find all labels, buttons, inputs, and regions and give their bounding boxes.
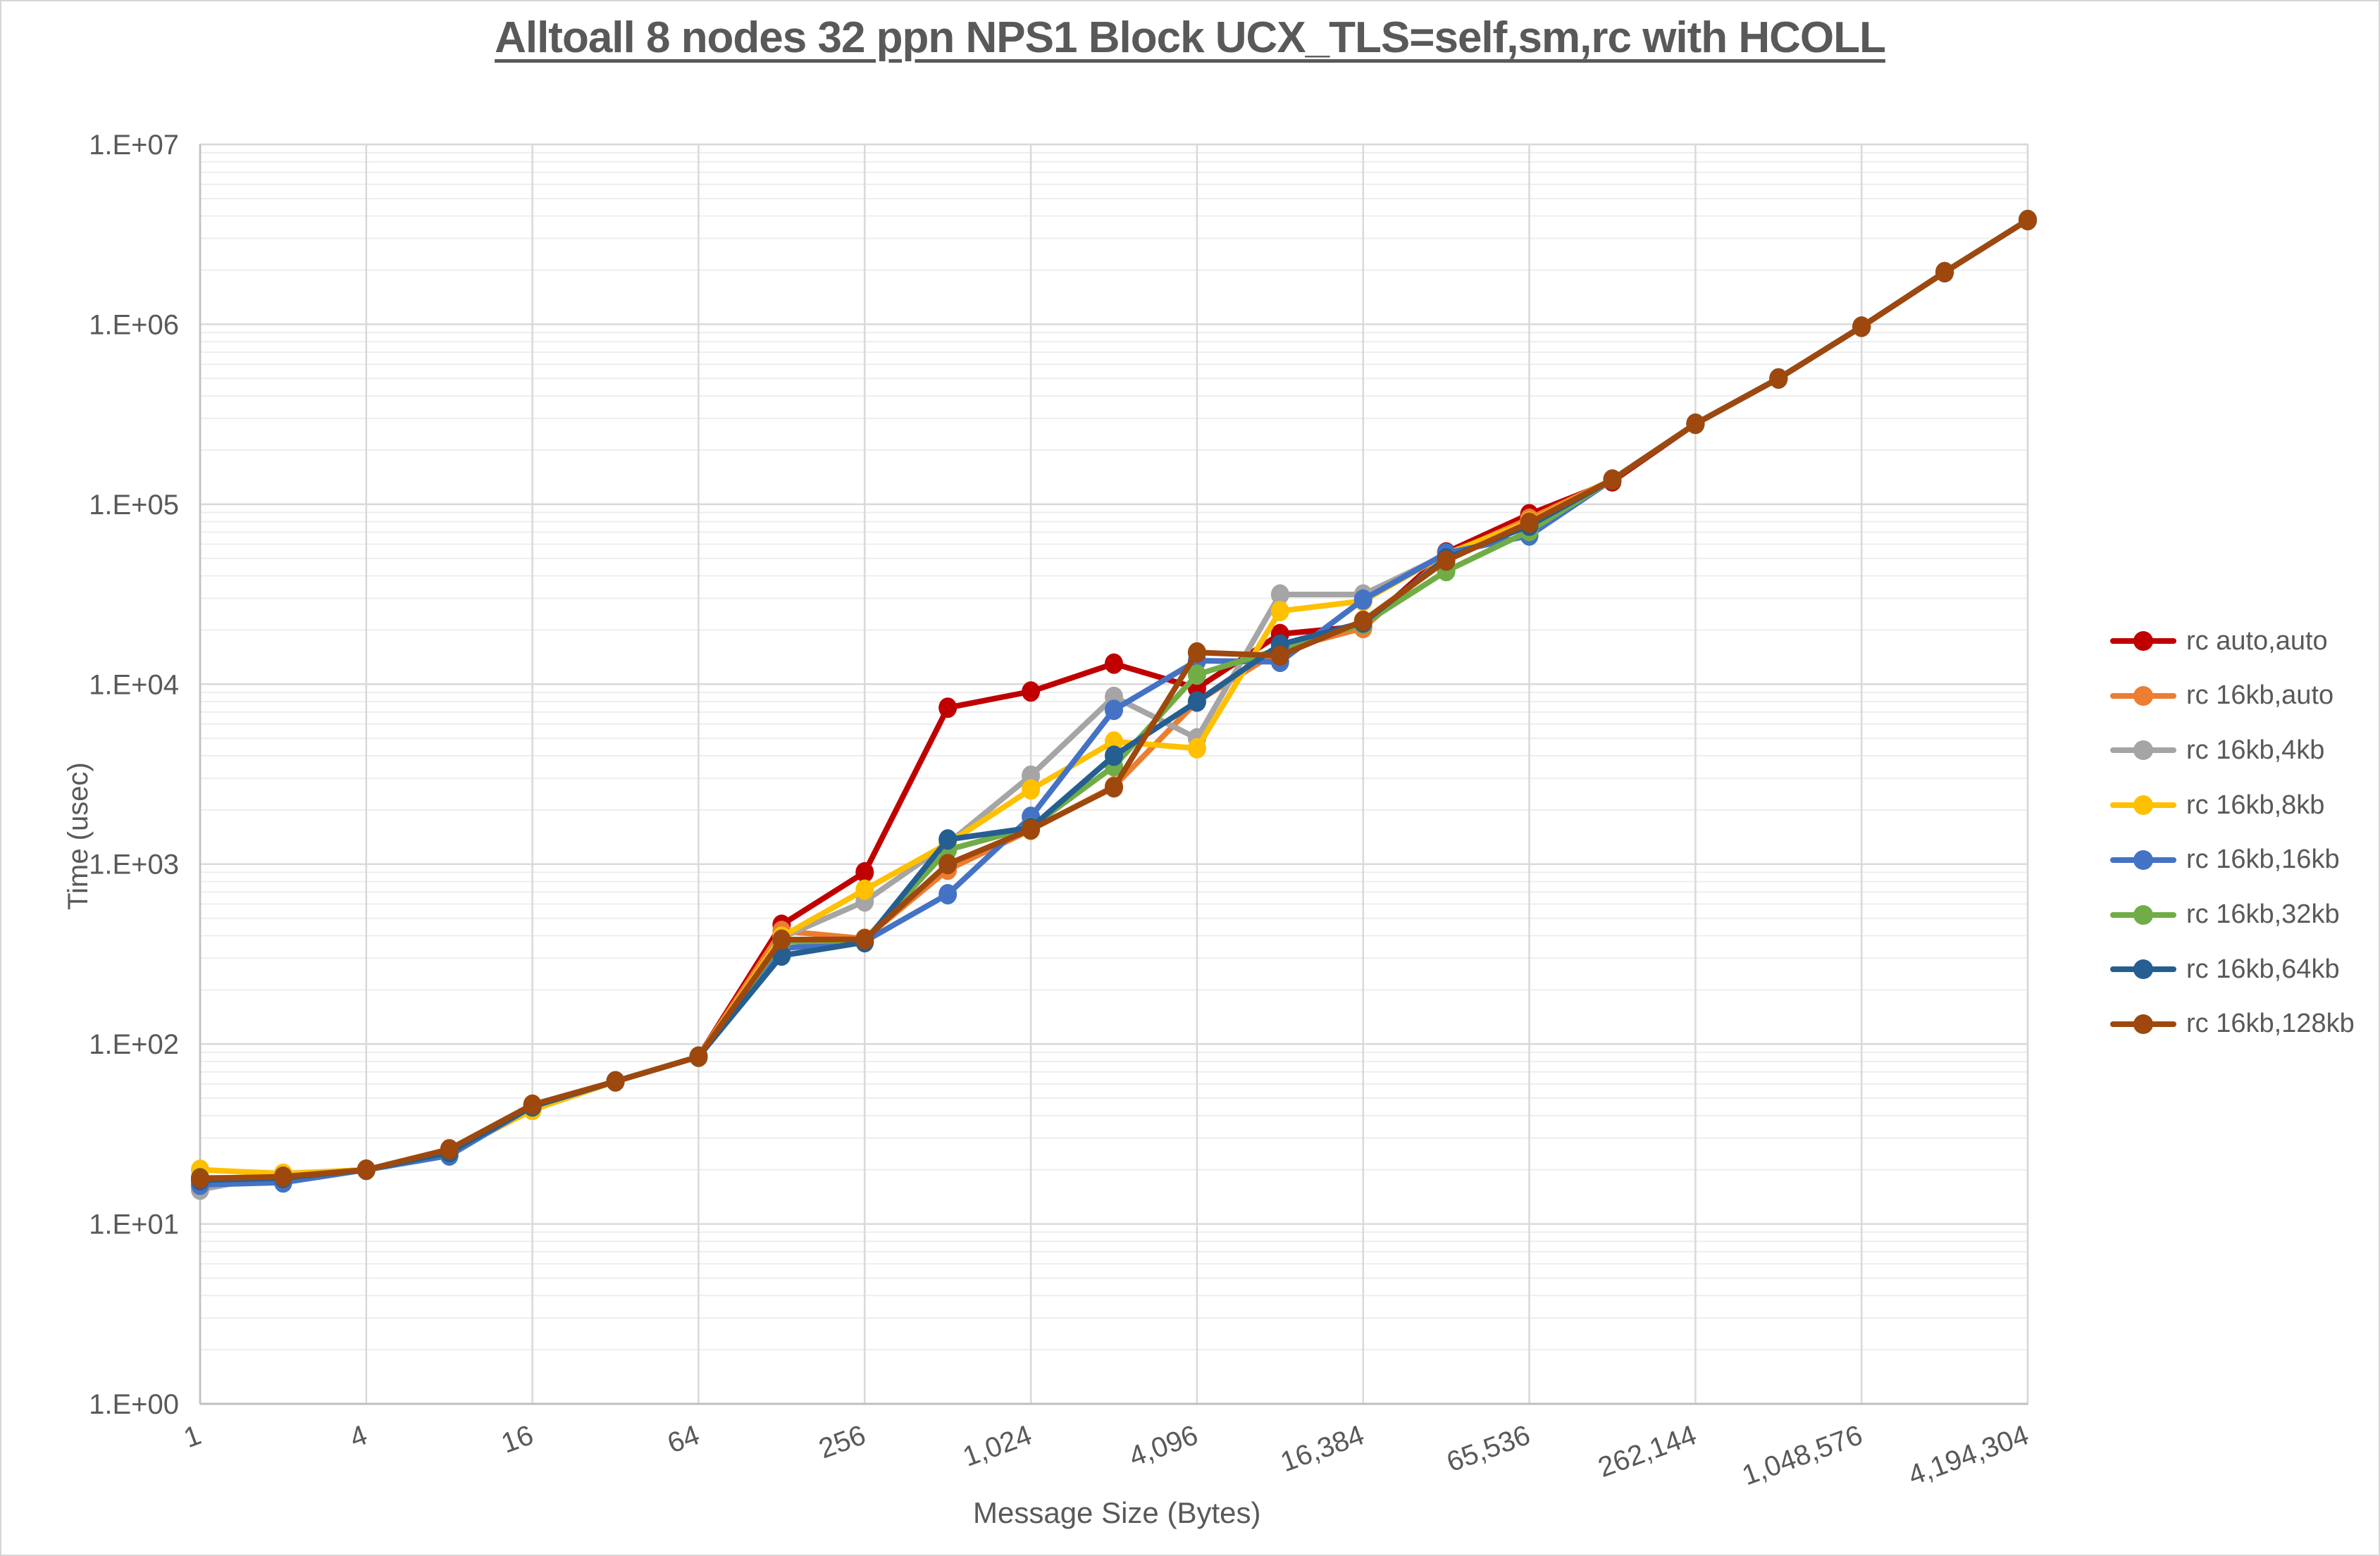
legend-marker-icon-rc-16kb-64kb [2110,954,2181,985]
x-tick-label-4: 4 [346,1419,371,1454]
x-tick-label-16-384: 16,384 [1277,1419,1368,1478]
x-tick-label-64: 64 [664,1419,704,1459]
legend-item-rc-16kb-32kb: rc 16kb,32kb [2110,900,2340,931]
data-point-rc-16kb-16kb-512 [938,883,957,904]
y-tick-label-3: 1.E+03 [89,849,179,880]
data-point-rc-16kb-128kb-65536 [1520,512,1539,533]
data-point-rc-16kb-64kb-4096 [1187,691,1206,712]
data-point-rc-16kb-128kb-1024 [1022,819,1041,840]
y-tick-label-5: 1.E+05 [89,490,179,521]
series-rc-16kb-16kb [191,209,2037,1195]
data-point-rc-16kb-128kb-524288 [1769,368,1788,389]
data-point-rc-auto-auto-256 [855,861,874,883]
data-point-rc-16kb-128kb-8 [440,1139,459,1160]
x-tick-label-65-536: 65,536 [1443,1419,1535,1478]
chart-title: Alltoall 8 nodes 32 ppn NPS1 Block UCX_T… [495,13,1886,62]
y-tick-label-2: 1.E+02 [89,1029,179,1060]
data-point-rc-16kb-128kb-32 [606,1071,625,1092]
data-point-rc-16kb-128kb-16384 [1353,610,1372,631]
data-point-rc-16kb-128kb-256 [855,928,874,950]
legend-label: rc 16kb,128kb [2186,1009,2355,1039]
data-point-rc-16kb-16kb-16384 [1353,589,1372,610]
legend-item-rc-16kb-8kb: rc 16kb,8kb [2110,790,2324,821]
legend-marker-icon-rc-16kb-128kb [2110,1009,2181,1040]
legend-item-rc-auto-auto: rc auto,auto [2110,625,2328,656]
data-point-rc-16kb-16kb-2048 [1105,699,1123,721]
data-point-rc-16kb-32kb-4096 [1187,664,1206,685]
x-tick-label-4-194-304: 4,194,304 [1904,1419,2033,1491]
legend-marker-icon-rc-16kb-8kb [2110,790,2181,821]
data-point-rc-16kb-128kb-1048576 [1852,316,1871,337]
legend-marker-icon-rc-16kb-32kb [2110,900,2181,931]
legend-marker-icon-rc-16kb-auto [2110,680,2181,711]
data-point-rc-auto-auto-2048 [1105,653,1123,674]
data-point-rc-16kb-4kb-8192 [1270,584,1289,605]
y-tick-label-1: 1.E+01 [89,1209,179,1240]
data-point-rc-16kb-128kb-8192 [1270,645,1289,666]
legend-label: rc 16kb,32kb [2186,900,2340,929]
data-point-rc-16kb-8kb-256 [855,879,874,900]
legend-item-rc-16kb-auto: rc 16kb,auto [2110,680,2333,711]
legend-label: rc auto,auto [2186,625,2328,656]
data-point-rc-16kb-128kb-2097152 [1935,261,1954,282]
y-tick-labels: 1.E+00 1.E+01 1.E+02 1.E+03 1.E+04 1.E+05 1.E+… [89,130,179,1420]
x-tick-label-256: 256 [815,1419,870,1464]
legend-label: rc 16kb,16kb [2186,845,2340,875]
data-point-rc-16kb-128kb-64 [689,1046,708,1067]
legend-label: rc 16kb,4kb [2186,735,2325,765]
y-tick-label-7: 1.E+07 [89,130,179,161]
data-point-rc-auto-auto-1024 [1022,681,1041,702]
data-point-rc-16kb-8kb-8192 [1270,600,1289,621]
data-point-rc-16kb-8kb-2048 [1105,731,1123,752]
data-point-rc-16kb-128kb-4 [357,1159,376,1181]
legend-label: rc 16kb,64kb [2186,954,2340,984]
x-tick-label-1-048-576: 1,048,576 [1738,1419,1866,1491]
x-tick-label-16: 16 [497,1419,538,1459]
data-point-rc-16kb-128kb-16 [523,1094,542,1115]
legend-item-rc-16kb-4kb: rc 16kb,4kb [2110,735,2324,766]
data-point-rc-16kb-64kb-512 [938,829,957,850]
gridlines [199,143,2029,1405]
legend-marker-icon-rc-16kb-16kb [2110,845,2181,876]
legend-item-rc-16kb-64kb: rc 16kb,64kb [2110,954,2340,985]
x-tick-label-1: 1 [180,1419,205,1454]
legend-marker-icon-rc-16kb-4kb [2110,735,2181,766]
legend: rc auto,auto rc 16kb,auto rc 16kb,4kb rc 16… [2110,1,2378,1555]
y-tick-label-4: 1.E+04 [89,669,179,700]
x-tick-label-262-144: 262,144 [1594,1419,1701,1483]
data-point-rc-16kb-8kb-4096 [1187,737,1206,759]
data-point-rc-16kb-128kb-262144 [1686,413,1705,435]
legend-label: rc 16kb,8kb [2186,790,2325,820]
data-point-rc-16kb-128kb-1 [191,1168,209,1189]
data-point-rc-16kb-128kb-128 [772,929,791,950]
x-tick-label-1-024: 1,024 [959,1419,1036,1473]
data-point-rc-16kb-128kb-2048 [1105,777,1123,798]
legend-label: rc 16kb,auto [2186,680,2334,711]
legend-item-rc-16kb-16kb: rc 16kb,16kb [2110,845,2340,876]
data-point-rc-16kb-128kb-4096 [1187,642,1206,663]
data-point-rc-auto-auto-512 [938,697,957,718]
x-tick-labels: 1 4 16 64 256 1,024 4,096 16,384 65,536 262,144 1,… [180,1419,2033,1491]
data-point-rc-16kb-128kb-131072 [1603,469,1622,490]
y-axis-title: Time (usec) [63,762,94,910]
data-point-rc-16kb-128kb-512 [938,854,957,875]
x-tick-label-4-096: 4,096 [1125,1419,1202,1473]
data-point-rc-16kb-64kb-2048 [1105,745,1123,766]
data-point-rc-16kb-128kb-32768 [1437,550,1456,571]
data-point-rc-16kb-8kb-1024 [1022,779,1041,800]
legend-marker-icon-rc-auto-auto [2110,625,2181,656]
data-point-rc-16kb-128kb-2 [273,1166,292,1188]
y-tick-label-0: 1.E+00 [89,1389,179,1420]
legend-item-rc-16kb-128kb: rc 16kb,128kb [2110,1009,2355,1040]
y-tick-label-6: 1.E+06 [89,309,179,340]
series-rc-16kb-128kb [191,209,2037,1189]
x-axis-title: Message Size (Bytes) [973,1496,1261,1529]
data-point-rc-16kb-128kb-4194304 [2019,209,2037,230]
